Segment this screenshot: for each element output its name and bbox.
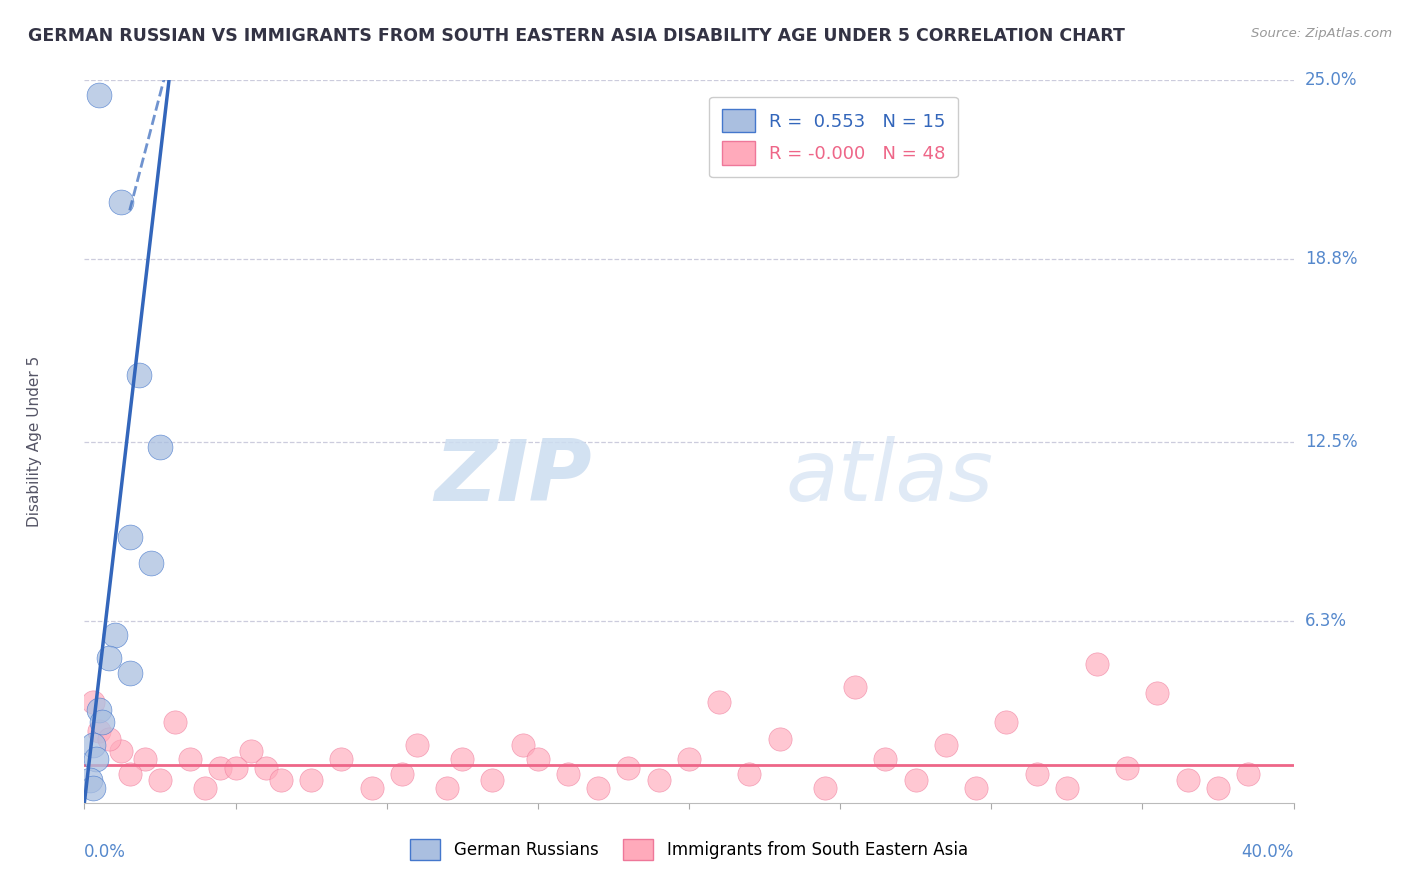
- Point: [225, 761, 247, 775]
- Point: [1025, 767, 1047, 781]
- Point: [82, 781, 104, 796]
- Point: [118, 665, 141, 680]
- Point: [557, 767, 579, 781]
- Point: [89, 703, 111, 717]
- Point: [406, 738, 429, 752]
- Point: [512, 738, 534, 752]
- Point: [209, 761, 232, 775]
- Text: 40.0%: 40.0%: [1241, 843, 1294, 861]
- Text: 12.5%: 12.5%: [1305, 433, 1357, 450]
- Point: [134, 752, 156, 766]
- Text: 18.8%: 18.8%: [1305, 251, 1357, 268]
- Point: [1237, 767, 1260, 781]
- Point: [89, 87, 111, 102]
- Point: [391, 767, 413, 781]
- Text: Disability Age Under 5: Disability Age Under 5: [27, 356, 42, 527]
- Point: [91, 714, 114, 729]
- Legend: German Russians, Immigrants from South Eastern Asia: German Russians, Immigrants from South E…: [404, 832, 974, 867]
- Point: [1177, 772, 1199, 787]
- Point: [1146, 686, 1168, 700]
- Point: [1056, 781, 1078, 796]
- Point: [82, 738, 104, 752]
- Point: [239, 744, 262, 758]
- Point: [194, 781, 217, 796]
- Point: [104, 628, 127, 642]
- Point: [1206, 781, 1229, 796]
- Point: [1116, 761, 1139, 775]
- Text: ZIP: ZIP: [434, 436, 592, 519]
- Point: [97, 651, 120, 665]
- Point: [118, 530, 141, 544]
- Point: [814, 781, 837, 796]
- Text: 6.3%: 6.3%: [1305, 612, 1347, 630]
- Point: [678, 752, 700, 766]
- Point: [97, 732, 120, 747]
- Point: [149, 772, 172, 787]
- Point: [935, 738, 957, 752]
- Point: [89, 723, 111, 738]
- Point: [844, 680, 866, 694]
- Point: [875, 752, 897, 766]
- Point: [79, 772, 101, 787]
- Point: [139, 556, 162, 570]
- Point: [82, 695, 104, 709]
- Point: [110, 194, 132, 209]
- Point: [1085, 657, 1108, 671]
- Point: [709, 695, 731, 709]
- Point: [738, 767, 761, 781]
- Point: [118, 767, 141, 781]
- Point: [86, 752, 108, 766]
- Point: [299, 772, 322, 787]
- Point: [995, 714, 1018, 729]
- Point: [648, 772, 671, 787]
- Point: [149, 440, 172, 454]
- Point: [270, 772, 292, 787]
- Text: GERMAN RUSSIAN VS IMMIGRANTS FROM SOUTH EASTERN ASIA DISABILITY AGE UNDER 5 CORR: GERMAN RUSSIAN VS IMMIGRANTS FROM SOUTH …: [28, 27, 1125, 45]
- Point: [165, 714, 187, 729]
- Point: [436, 781, 458, 796]
- Text: Source: ZipAtlas.com: Source: ZipAtlas.com: [1251, 27, 1392, 40]
- Point: [617, 761, 640, 775]
- Point: [965, 781, 987, 796]
- Point: [588, 781, 610, 796]
- Point: [179, 752, 201, 766]
- Point: [360, 781, 382, 796]
- Point: [527, 752, 550, 766]
- Point: [769, 732, 792, 747]
- Text: 0.0%: 0.0%: [84, 843, 127, 861]
- Point: [904, 772, 927, 787]
- Point: [110, 744, 132, 758]
- Point: [254, 761, 277, 775]
- Point: [451, 752, 474, 766]
- Point: [330, 752, 353, 766]
- Point: [481, 772, 503, 787]
- Point: [128, 368, 150, 382]
- Text: 25.0%: 25.0%: [1305, 71, 1357, 89]
- Text: atlas: atlas: [786, 436, 994, 519]
